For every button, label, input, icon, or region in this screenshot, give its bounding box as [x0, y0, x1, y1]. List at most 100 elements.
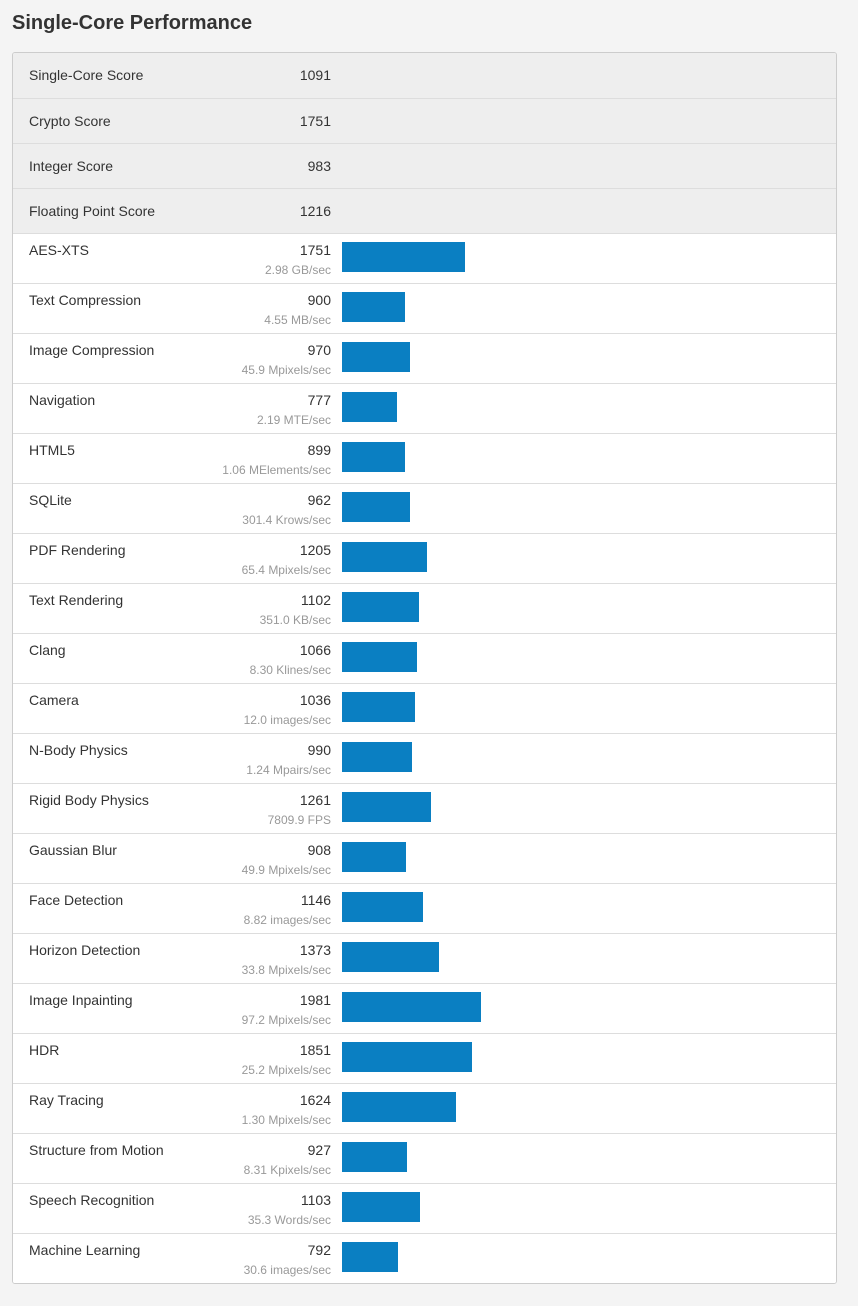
score-name: Crypto Score: [29, 113, 111, 129]
workload-rate: 65.4 Mpixels/sec: [241, 563, 331, 577]
workload-rate: 1.30 Mpixels/sec: [241, 1113, 331, 1127]
workload-row: SQLite 962 301.4 Krows/sec: [13, 483, 836, 533]
score-bar: [342, 892, 423, 922]
workload-rate: 351.0 KB/sec: [259, 613, 331, 627]
workload-row: Face Detection 1146 8.82 images/sec: [13, 883, 836, 933]
score-bar: [342, 742, 412, 772]
score-bar: [342, 942, 439, 972]
section-title: Single-Core Performance: [12, 12, 253, 34]
workload-row: Image Inpainting 1981 97.2 Mpixels/sec: [13, 983, 836, 1033]
score-bar: [342, 592, 420, 622]
workload-rate: 8.82 images/sec: [243, 913, 331, 927]
workload-row: Machine Learning 792 30.6 images/sec: [13, 1233, 836, 1283]
workload-score: 1261: [299, 792, 331, 808]
workload-row: Text Rendering 1102 351.0 KB/sec: [13, 583, 836, 633]
workload-name: Face Detection: [29, 892, 124, 908]
workload-row: Camera 1036 12.0 images/sec: [13, 683, 836, 733]
score-bar: [342, 792, 431, 822]
workload-row: AES-XTS 1751 2.98 GB/sec: [13, 233, 836, 283]
workload-score: 1981: [299, 992, 331, 1008]
workload-rate: 8.30 Klines/sec: [249, 663, 331, 677]
score-bar: [342, 992, 482, 1022]
workload-row: Speech Recognition 1103 35.3 Words/sec: [13, 1183, 836, 1233]
workload-name: Gaussian Blur: [29, 842, 117, 858]
workload-row: Gaussian Blur 908 49.9 Mpixels/sec: [13, 833, 836, 883]
workload-score: 908: [307, 842, 331, 858]
workload-name: PDF Rendering: [29, 542, 126, 558]
workload-score: 1851: [299, 1042, 331, 1058]
workload-row: Image Compression 970 45.9 Mpixels/sec: [13, 333, 836, 383]
summary-row: Floating Point Score 1216: [13, 188, 836, 233]
workload-name: Clang: [29, 642, 66, 658]
score-bar: [342, 492, 410, 522]
workload-rate: 8.31 Kpixels/sec: [243, 1163, 331, 1177]
results-table: Single-Core Score 1091 Crypto Score 1751 Int…: [12, 52, 837, 1284]
workload-score: 1103: [300, 1192, 331, 1208]
score-value: 1216: [299, 203, 331, 219]
score-bar: [342, 1042, 473, 1072]
score-value: 983: [307, 158, 331, 174]
summary-row: Integer Score 983: [13, 143, 836, 188]
workload-score: 1102: [300, 592, 331, 608]
workload-row: Text Compression 900 4.55 MB/sec: [13, 283, 836, 333]
workload-score: 1066: [299, 642, 331, 658]
workload-name: Image Inpainting: [29, 992, 133, 1008]
workload-rate: 2.98 GB/sec: [264, 263, 331, 277]
workload-rate: 25.2 Mpixels/sec: [241, 1063, 331, 1077]
score-bar: [342, 542, 427, 572]
score-bar: [342, 442, 406, 472]
score-name: Single-Core Score: [29, 67, 144, 83]
summary-row: Single-Core Score 1091: [13, 53, 836, 98]
workload-score: 900: [307, 292, 331, 308]
workload-name: Text Rendering: [29, 592, 124, 608]
workload-name: HDR: [29, 1042, 60, 1058]
workload-name: Speech Recognition: [29, 1192, 155, 1208]
workload-score: 777: [307, 392, 331, 408]
workload-name: Rigid Body Physics: [29, 792, 149, 808]
workload-row: Navigation 777 2.19 MTE/sec: [13, 383, 836, 433]
workload-row: Rigid Body Physics 1261 7809.9 FPS: [13, 783, 836, 833]
workload-score: 1146: [300, 892, 331, 908]
workload-name: Text Compression: [29, 292, 142, 308]
workload-score: 990: [307, 742, 331, 758]
score-bar: [342, 1192, 420, 1222]
score-bar: [342, 842, 406, 872]
workload-name: Horizon Detection: [29, 942, 141, 958]
summary-row: Crypto Score 1751: [13, 98, 836, 143]
score-value: 1091: [299, 67, 331, 83]
workload-rate: 45.9 Mpixels/sec: [241, 363, 331, 377]
workload-score: 1373: [299, 942, 331, 958]
workload-score: 1205: [299, 542, 331, 558]
workload-name: Camera: [29, 692, 79, 708]
workload-rate: 7809.9 FPS: [267, 813, 331, 827]
score-name: Integer Score: [29, 158, 114, 174]
workload-rate: 12.0 images/sec: [243, 713, 331, 727]
score-bar: [342, 642, 417, 672]
workload-rate: 35.3 Words/sec: [247, 1213, 331, 1227]
workload-name: N-Body Physics: [29, 742, 128, 758]
workload-rate: 1.06 MElements/sec: [222, 463, 331, 477]
score-bar: [342, 342, 411, 372]
workload-score: 1624: [299, 1092, 331, 1108]
score-bar: [342, 1242, 398, 1272]
workload-name: Navigation: [29, 392, 96, 408]
score-bar: [342, 692, 415, 722]
score-bar: [342, 1142, 408, 1172]
workload-rate: 49.9 Mpixels/sec: [241, 863, 331, 877]
workload-rate: 33.8 Mpixels/sec: [241, 963, 331, 977]
score-value: 1751: [299, 113, 331, 129]
workload-row: Structure from Motion 927 8.31 Kpixels/sec: [13, 1133, 836, 1183]
workload-row: Clang 1066 8.30 Klines/sec: [13, 633, 836, 683]
workload-score: 1751: [299, 242, 331, 258]
workload-score: 792: [307, 1242, 331, 1258]
score-bar: [342, 392, 397, 422]
workload-name: Image Compression: [29, 342, 155, 358]
workload-name: AES-XTS: [29, 242, 89, 258]
workload-score: 899: [307, 442, 331, 458]
score-bar: [342, 242, 466, 272]
workload-row: HTML5 899 1.06 MElements/sec: [13, 433, 836, 483]
workload-rate: 30.6 images/sec: [243, 1263, 331, 1277]
workload-row: Horizon Detection 1373 33.8 Mpixels/sec: [13, 933, 836, 983]
workload-score: 970: [307, 342, 331, 358]
workload-score: 1036: [299, 692, 331, 708]
